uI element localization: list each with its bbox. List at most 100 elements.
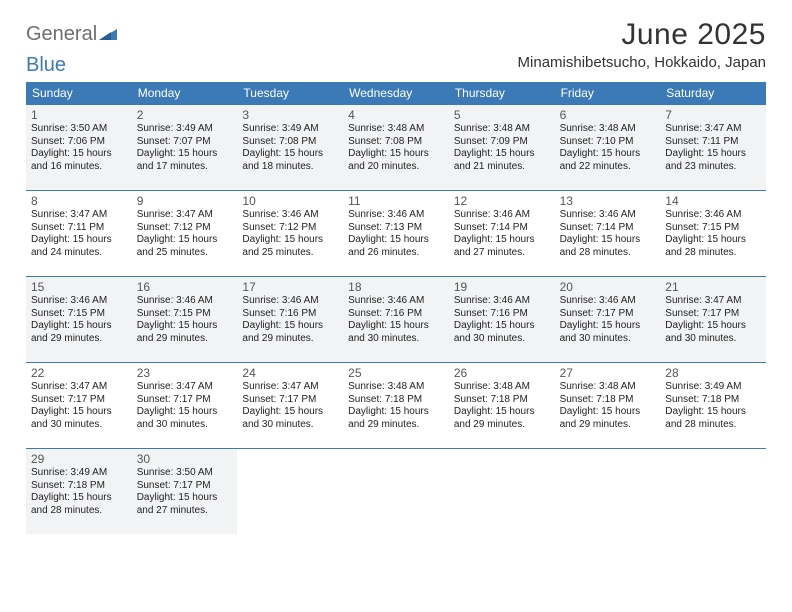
sunrise-text: Sunrise: 3:49 AM (242, 123, 338, 136)
daylight-text: Daylight: 15 hours (665, 148, 761, 161)
day-number: 3 (242, 108, 338, 122)
sunset-text: Sunset: 7:14 PM (560, 222, 656, 235)
calendar-cell: 9Sunrise: 3:47 AMSunset: 7:12 PMDaylight… (132, 190, 238, 276)
day-number: 16 (137, 280, 233, 294)
sunrise-text: Sunrise: 3:46 AM (560, 295, 656, 308)
daylight-text: Daylight: 15 hours (665, 320, 761, 333)
daylight-text: Daylight: 15 hours (560, 320, 656, 333)
daylight-text: and 30 minutes. (454, 333, 550, 346)
daylight-text: and 16 minutes. (31, 161, 127, 174)
day-number: 10 (242, 194, 338, 208)
sunset-text: Sunset: 7:14 PM (454, 222, 550, 235)
daylight-text: and 29 minutes. (348, 419, 444, 432)
daylight-text: and 29 minutes. (454, 419, 550, 432)
daylight-text: and 20 minutes. (348, 161, 444, 174)
sunrise-text: Sunrise: 3:47 AM (137, 209, 233, 222)
sunset-text: Sunset: 7:12 PM (242, 222, 338, 235)
weekday-wed: Wednesday (343, 82, 449, 104)
header-row: General Blue June 2025 Minamishibetsucho… (26, 18, 766, 76)
sunset-text: Sunset: 7:17 PM (137, 480, 233, 493)
day-number: 25 (348, 366, 444, 380)
calendar-cell: 19Sunrise: 3:46 AMSunset: 7:16 PMDayligh… (449, 276, 555, 362)
sunrise-text: Sunrise: 3:46 AM (242, 209, 338, 222)
daylight-text: Daylight: 15 hours (137, 148, 233, 161)
day-number: 26 (454, 366, 550, 380)
calendar-cell: 27Sunrise: 3:48 AMSunset: 7:18 PMDayligh… (555, 362, 661, 448)
calendar-cell: 29Sunrise: 3:49 AMSunset: 7:18 PMDayligh… (26, 448, 132, 534)
calendar-cell: 16Sunrise: 3:46 AMSunset: 7:15 PMDayligh… (132, 276, 238, 362)
calendar-cell: 30Sunrise: 3:50 AMSunset: 7:17 PMDayligh… (132, 448, 238, 534)
calendar-cell-empty (555, 448, 661, 534)
sunrise-text: Sunrise: 3:47 AM (137, 381, 233, 394)
sunset-text: Sunset: 7:15 PM (665, 222, 761, 235)
sunrise-text: Sunrise: 3:48 AM (560, 123, 656, 136)
sunrise-text: Sunrise: 3:46 AM (137, 295, 233, 308)
daylight-text: Daylight: 15 hours (665, 234, 761, 247)
daylight-text: Daylight: 15 hours (137, 406, 233, 419)
calendar-cell: 21Sunrise: 3:47 AMSunset: 7:17 PMDayligh… (660, 276, 766, 362)
sunset-text: Sunset: 7:15 PM (137, 308, 233, 321)
sunset-text: Sunset: 7:16 PM (454, 308, 550, 321)
day-number: 4 (348, 108, 444, 122)
sunrise-text: Sunrise: 3:46 AM (348, 295, 444, 308)
daylight-text: and 23 minutes. (665, 161, 761, 174)
daylight-text: and 17 minutes. (137, 161, 233, 174)
calendar-cell: 12Sunrise: 3:46 AMSunset: 7:14 PMDayligh… (449, 190, 555, 276)
daylight-text: and 21 minutes. (454, 161, 550, 174)
calendar-cell: 10Sunrise: 3:46 AMSunset: 7:12 PMDayligh… (237, 190, 343, 276)
day-number: 7 (665, 108, 761, 122)
daylight-text: and 30 minutes. (31, 419, 127, 432)
day-number: 2 (137, 108, 233, 122)
daylight-text: Daylight: 15 hours (242, 234, 338, 247)
page-title: June 2025 (518, 18, 766, 52)
daylight-text: and 25 minutes. (137, 247, 233, 260)
daylight-text: and 30 minutes. (348, 333, 444, 346)
weekday-mon: Monday (132, 82, 238, 104)
calendar-cell-empty (449, 448, 555, 534)
daylight-text: and 29 minutes. (560, 419, 656, 432)
sunrise-text: Sunrise: 3:46 AM (454, 295, 550, 308)
sunrise-text: Sunrise: 3:47 AM (31, 209, 127, 222)
sunset-text: Sunset: 7:17 PM (137, 394, 233, 407)
weekday-tue: Tuesday (237, 82, 343, 104)
weekday-thu: Thursday (449, 82, 555, 104)
day-number: 24 (242, 366, 338, 380)
daylight-text: Daylight: 15 hours (242, 320, 338, 333)
daylight-text: Daylight: 15 hours (665, 406, 761, 419)
sunset-text: Sunset: 7:18 PM (31, 480, 127, 493)
daylight-text: and 27 minutes. (137, 505, 233, 518)
sunrise-text: Sunrise: 3:48 AM (560, 381, 656, 394)
daylight-text: Daylight: 15 hours (242, 406, 338, 419)
sunrise-text: Sunrise: 3:50 AM (137, 467, 233, 480)
daylight-text: Daylight: 15 hours (560, 234, 656, 247)
sunset-text: Sunset: 7:17 PM (560, 308, 656, 321)
sunrise-text: Sunrise: 3:47 AM (31, 381, 127, 394)
calendar-cell-empty (660, 448, 766, 534)
day-number: 8 (31, 194, 127, 208)
daylight-text: Daylight: 15 hours (560, 406, 656, 419)
daylight-text: Daylight: 15 hours (31, 492, 127, 505)
daylight-text: Daylight: 15 hours (137, 492, 233, 505)
daylight-text: and 22 minutes. (560, 161, 656, 174)
calendar-cell: 18Sunrise: 3:46 AMSunset: 7:16 PMDayligh… (343, 276, 449, 362)
calendar-cell: 28Sunrise: 3:49 AMSunset: 7:18 PMDayligh… (660, 362, 766, 448)
sunset-text: Sunset: 7:18 PM (348, 394, 444, 407)
day-number: 27 (560, 366, 656, 380)
daylight-text: and 28 minutes. (665, 419, 761, 432)
calendar-cell-empty (343, 448, 449, 534)
logo-text-block: General Blue (26, 24, 117, 76)
daylight-text: Daylight: 15 hours (137, 320, 233, 333)
daylight-text: and 28 minutes. (31, 505, 127, 518)
daylight-text: Daylight: 15 hours (31, 406, 127, 419)
daylight-text: Daylight: 15 hours (137, 234, 233, 247)
sunset-text: Sunset: 7:06 PM (31, 136, 127, 149)
day-number: 6 (560, 108, 656, 122)
daylight-text: and 27 minutes. (454, 247, 550, 260)
sunset-text: Sunset: 7:17 PM (665, 308, 761, 321)
sunset-text: Sunset: 7:11 PM (665, 136, 761, 149)
weekday-header: Sunday Monday Tuesday Wednesday Thursday… (26, 82, 766, 104)
calendar-cell: 1Sunrise: 3:50 AMSunset: 7:06 PMDaylight… (26, 104, 132, 190)
day-number: 18 (348, 280, 444, 294)
day-number: 11 (348, 194, 444, 208)
daylight-text: and 30 minutes. (665, 333, 761, 346)
